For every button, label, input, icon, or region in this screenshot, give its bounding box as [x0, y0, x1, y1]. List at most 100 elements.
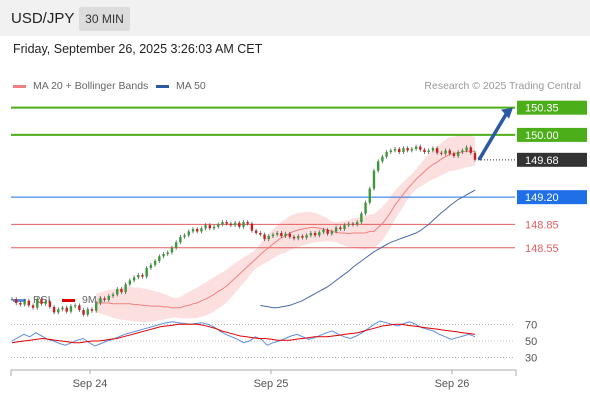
candle [158, 256, 161, 261]
price-tag-149.20 [517, 190, 587, 205]
candle [313, 232, 317, 236]
candle [107, 296, 111, 300]
candle [69, 306, 73, 312]
candle [280, 232, 283, 237]
candle [385, 152, 388, 157]
candle [469, 147, 472, 153]
candle [174, 242, 178, 248]
timeframe-badge[interactable]: 30 MIN [79, 7, 130, 31]
candle [103, 298, 106, 300]
candle [65, 307, 68, 312]
candle [208, 225, 212, 229]
candle [456, 152, 460, 156]
candle [326, 229, 329, 234]
chart-header: USD/JPY 30 MIN [0, 0, 590, 36]
candle [145, 267, 148, 277]
legend-ma50: MA 50 [156, 80, 206, 92]
candle [250, 223, 254, 231]
price-label-148.55: 148.55 [525, 243, 559, 255]
candle [309, 232, 313, 236]
price-tag-150.00 [517, 127, 587, 142]
candle [124, 284, 127, 293]
candle [23, 300, 26, 305]
candle [431, 148, 435, 151]
candle [86, 309, 89, 315]
price-label-150.00: 150.00 [525, 130, 559, 142]
candle [381, 156, 384, 162]
candle [339, 227, 342, 230]
legend-ma20-label: MA 20 + Bollinger Bands [33, 80, 149, 92]
candle [389, 150, 393, 153]
candle [179, 236, 182, 243]
candle [166, 252, 169, 254]
legend-ma20: MA 20 + Bollinger Bands [13, 80, 148, 92]
candle [229, 223, 233, 226]
candle [116, 289, 119, 295]
candle [288, 233, 291, 237]
candle [153, 260, 157, 265]
candle [414, 146, 418, 149]
candle [94, 303, 98, 311]
chart-datetime: Friday, September 26, 2025 3:26:03 AM CE… [13, 42, 263, 56]
legend-ma50-swatch [156, 84, 169, 88]
copyright: Research © 2025 Trading Central [424, 80, 581, 92]
candle [351, 223, 355, 225]
price-tag-149.68 [517, 152, 587, 167]
price-tag-150.35 [517, 100, 587, 115]
legend-9ma-swatch [62, 298, 75, 302]
x-tick-label: Sep 26 [435, 378, 470, 390]
candle [364, 202, 367, 214]
legend-ma20-swatch [13, 84, 26, 88]
candle [376, 161, 380, 171]
candle [343, 225, 346, 230]
candle [233, 222, 237, 226]
candle [19, 303, 22, 305]
candle [187, 231, 190, 236]
candle [82, 310, 85, 315]
candle [225, 222, 228, 224]
candle [191, 229, 195, 232]
candle [305, 235, 308, 238]
candle [435, 148, 439, 153]
rsi-level-label-70: 70 [525, 319, 537, 331]
candle [410, 148, 414, 151]
candle [440, 152, 443, 154]
candle [162, 253, 165, 257]
candle [212, 226, 216, 229]
candle [242, 222, 245, 227]
candle [259, 232, 262, 235]
candle [57, 309, 60, 313]
x-tick-label: Sep 24 [73, 378, 108, 390]
candle [398, 148, 401, 153]
candle [99, 298, 102, 304]
rsi-line [11, 320, 476, 347]
price-label-148.85: 148.85 [525, 219, 559, 231]
candle [73, 305, 77, 307]
candle [183, 235, 186, 237]
candle [170, 247, 174, 253]
candle [465, 147, 468, 151]
candle [423, 149, 426, 153]
price-label-149.20: 149.20 [525, 192, 559, 204]
candle [61, 307, 64, 310]
legend-rsi-swatch [13, 298, 26, 302]
candle [27, 300, 31, 306]
candle [31, 305, 35, 308]
candle [40, 299, 43, 304]
candle [452, 153, 456, 156]
candle [217, 224, 220, 227]
candle [301, 236, 304, 238]
candle [36, 299, 39, 308]
candle [368, 188, 371, 203]
candle [360, 213, 363, 223]
candle [473, 152, 477, 160]
candle [347, 223, 350, 226]
candle [427, 150, 430, 153]
candle [372, 170, 376, 189]
candle [267, 236, 270, 240]
candle [322, 229, 325, 233]
price-label-150.35: 150.35 [525, 103, 559, 115]
candle [402, 148, 405, 153]
rsi-ma-line [11, 323, 476, 344]
